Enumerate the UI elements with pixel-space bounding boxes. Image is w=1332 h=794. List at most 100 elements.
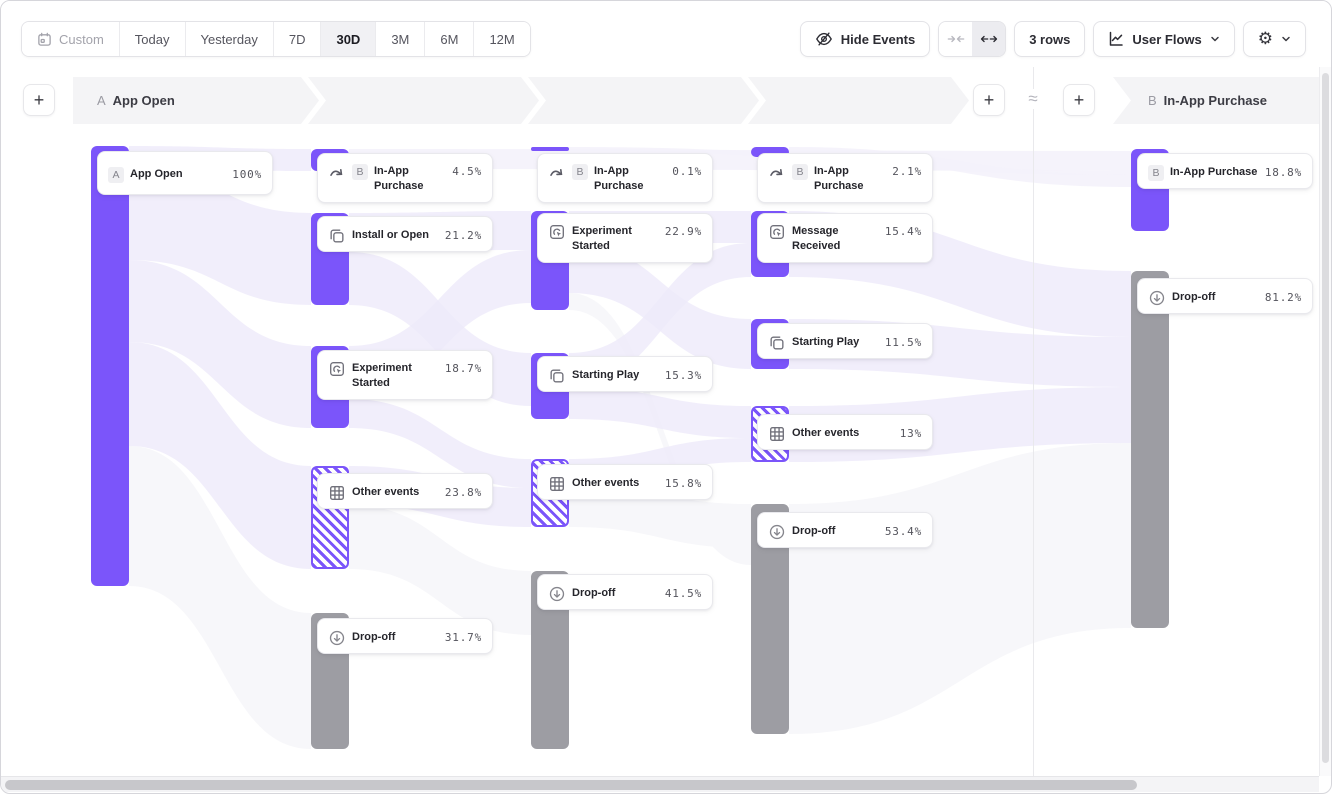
flow-ribbon (349, 505, 531, 635)
node-percentage: 18.7% (444, 362, 482, 375)
collapse-columns-button[interactable] (939, 22, 973, 56)
copy-icon (768, 334, 786, 352)
node-label: Experiment Started (352, 362, 412, 389)
node-percentage: 2.1% (892, 165, 922, 178)
flow-b-header[interactable]: B In-App Purchase (1148, 77, 1267, 124)
grid-icon (768, 425, 786, 443)
node-label: App Open (130, 168, 183, 180)
date-range-30d[interactable]: 30D (320, 22, 376, 56)
node-percentage: 11.5% (884, 336, 922, 349)
node-label: In-App Purchase (1170, 166, 1258, 178)
rows-button[interactable]: 3 rows (1014, 21, 1086, 57)
date-range-7d[interactable]: 7D (272, 22, 321, 56)
date-range-today[interactable]: Today (118, 22, 185, 56)
section-divider (1033, 67, 1034, 776)
cursor-box-icon (328, 360, 346, 378)
hide-events-button[interactable]: Hide Events (799, 21, 931, 57)
flow-b-badge: B (1148, 93, 1157, 108)
node-card-b-in-app-purchase[interactable]: B In-App Purchase 18.8% (1137, 153, 1313, 189)
node-card-c4-starting-play[interactable]: Starting Play 11.5% (757, 323, 933, 359)
node-card-c4-in-app-purchase[interactable]: B In-App Purchase 2.1% (757, 153, 933, 203)
node-card-c4-other-events[interactable]: Other events 13% (757, 414, 933, 450)
node-card-c3-in-app-purchase[interactable]: B In-App Purchase 0.1% (537, 153, 713, 203)
date-range-6m[interactable]: 6M (424, 22, 474, 56)
flow-a-label: App Open (112, 93, 175, 108)
node-card-c3-experiment-started[interactable]: Experiment Started 22.9% (537, 213, 713, 263)
settings-button[interactable]: ⚙ (1242, 21, 1306, 57)
node-card-a-app-open[interactable]: A App Open 100% (97, 151, 273, 195)
node-card-c4-message-received[interactable]: Message Received 15.4% (757, 213, 933, 263)
event-badge-b: B (792, 164, 808, 180)
node-card-c2-other-events[interactable]: Other events 23.8% (317, 473, 493, 509)
horizontal-scrollbar[interactable] (1, 776, 1319, 792)
flow-ribbon (129, 260, 311, 428)
node-card-c3-drop-off[interactable]: Drop-off 41.5% (537, 574, 713, 610)
node-label: Starting Play (792, 336, 860, 348)
expand-columns-button[interactable] (972, 22, 1006, 56)
date-range-yesterday[interactable]: Yesterday (184, 22, 273, 56)
grid-icon (548, 475, 566, 493)
node-percentage: 23.8% (444, 486, 482, 499)
chevron-down-icon (1281, 34, 1291, 44)
node-card-c2-in-app-purchase[interactable]: B In-App Purchase 4.5% (317, 153, 493, 203)
drop-off-icon (548, 585, 566, 603)
date-range-label: 30D (336, 31, 361, 47)
vertical-scrollbar-thumb[interactable] (1322, 73, 1329, 763)
calendar-icon (37, 32, 52, 47)
column-width-toggle (938, 21, 1007, 57)
flow-ribbon (129, 168, 311, 305)
node-percentage: 22.9% (664, 225, 702, 238)
vertical-scrollbar[interactable] (1319, 67, 1331, 776)
add-step-start-b-button[interactable]: + (1063, 84, 1095, 116)
flow-ribbon (129, 446, 311, 749)
flow-ribbon (569, 243, 751, 387)
node-label: Drop-off (352, 631, 396, 643)
chevron-down-icon (1210, 34, 1220, 44)
node-card-c2-experiment-started[interactable]: Experiment Started 18.7% (317, 350, 493, 400)
view-selector-label: User Flows (1132, 31, 1202, 47)
node-percentage: 21.2% (444, 229, 482, 242)
node-card-b-drop-off[interactable]: Drop-off 81.2% (1137, 278, 1313, 314)
add-step-end-a-button[interactable]: + (973, 84, 1005, 116)
rows-label: 3 rows (1029, 31, 1071, 47)
future-event-icon (548, 163, 566, 181)
date-range-label: 12M (489, 31, 515, 47)
flow-a-header[interactable]: A App Open (97, 77, 175, 124)
add-step-left-button[interactable]: + (23, 84, 55, 116)
flow-ribbon (569, 387, 751, 438)
flow-ribbon (129, 342, 311, 569)
node-percentage: 15.4% (884, 225, 922, 238)
eye-off-icon (815, 30, 833, 48)
date-range-3m[interactable]: 3M (375, 22, 425, 56)
node-percentage: 15.8% (664, 477, 702, 490)
date-range-label: Custom (59, 31, 104, 47)
node-label: Drop-off (572, 587, 616, 599)
copy-icon (328, 227, 346, 245)
node-percentage: 4.5% (452, 165, 482, 178)
node-label: Drop-off (792, 525, 836, 537)
cursor-box-icon (548, 223, 566, 241)
node-card-c4-drop-off[interactable]: Drop-off 53.4% (757, 512, 933, 548)
date-range-label: 6M (440, 31, 459, 47)
node-bar-c3-in-app-purchase[interactable] (531, 147, 569, 151)
node-bar-b-drop-off[interactable] (1131, 271, 1169, 628)
node-label: Other events (792, 427, 860, 439)
hide-events-label: Hide Events (840, 31, 916, 47)
node-label: In-App Purchase (814, 165, 864, 192)
date-range-12m[interactable]: 12M (473, 22, 530, 56)
node-card-c2-install-or-open[interactable]: Install or Open 21.2% (317, 216, 493, 252)
node-percentage: 100% (232, 168, 262, 181)
node-card-c3-other-events[interactable]: Other events 15.8% (537, 464, 713, 500)
event-badge-b: B (352, 164, 368, 180)
node-card-c3-starting-play[interactable]: Starting Play 15.3% (537, 356, 713, 392)
flow-ribbon (349, 399, 531, 488)
date-range-custom[interactable]: Custom (22, 22, 119, 56)
node-card-c2-drop-off[interactable]: Drop-off 31.7% (317, 618, 493, 654)
node-bar-c4-in-app-purchase[interactable] (751, 147, 789, 157)
node-label: Drop-off (1172, 291, 1216, 303)
horizontal-scrollbar-thumb[interactable] (5, 780, 1137, 790)
view-selector-button[interactable]: User Flows (1093, 21, 1235, 57)
node-bar-a-app-open[interactable] (91, 146, 129, 586)
future-event-icon (768, 163, 786, 181)
arrows-expand-icon (980, 33, 998, 45)
